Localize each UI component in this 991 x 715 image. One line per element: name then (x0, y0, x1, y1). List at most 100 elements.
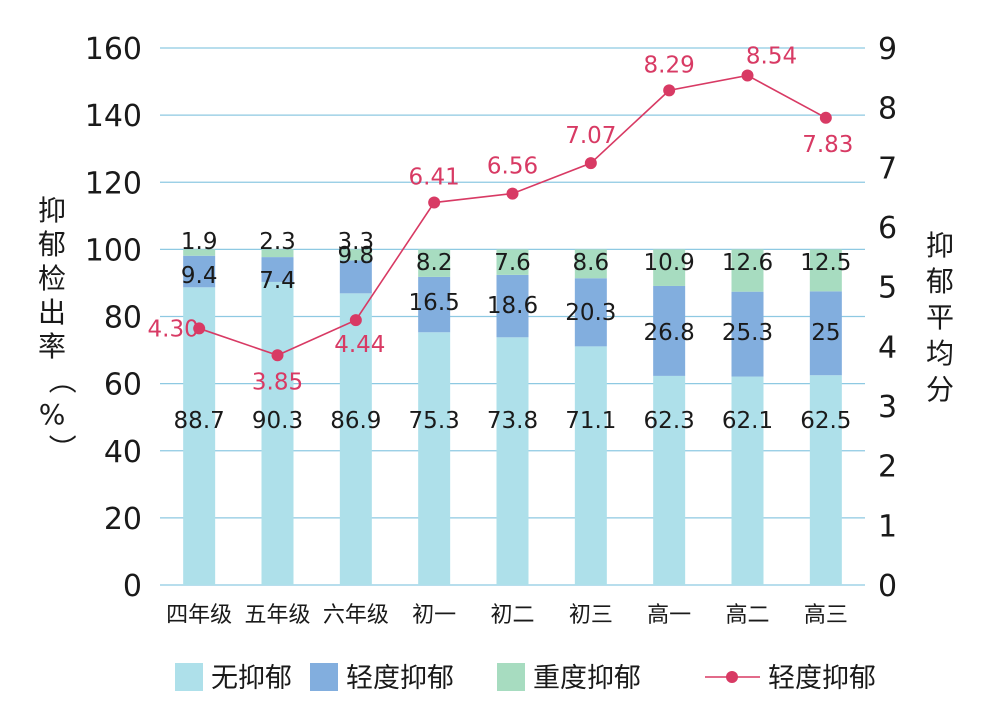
right-tick-label: 9 (878, 32, 897, 67)
category-label: 高二 (725, 603, 769, 628)
bar-label-severe-depression: 12.6 (722, 250, 773, 276)
category-label: 六年级 (323, 603, 389, 628)
y-axis-title-char: 出 (38, 296, 66, 329)
y-axis-title-char: 检 (38, 262, 66, 295)
score-point-label: 7.83 (802, 132, 853, 158)
left-tick-label: 160 (85, 32, 142, 67)
bar-segment (496, 337, 529, 585)
right-tick-label: 8 (878, 92, 897, 127)
bar-segment (261, 249, 294, 258)
score-point-label: 7.07 (565, 123, 616, 149)
score-point (506, 187, 519, 200)
category-label: 高一 (647, 603, 691, 628)
bar-label-mild-depression: 16.5 (409, 290, 460, 316)
bar-segment (653, 249, 686, 286)
legend-marker (726, 671, 738, 683)
bar-label-no-depression: 62.3 (644, 408, 695, 434)
score-point-label: 4.44 (334, 332, 385, 358)
bar-label-no-depression: 86.9 (330, 408, 381, 434)
bar-segment (653, 375, 686, 585)
category-label: 初二 (490, 603, 534, 628)
legend-swatch (497, 663, 525, 691)
left-tick-label: 100 (85, 233, 142, 268)
score-point (193, 322, 206, 335)
score-point (663, 84, 676, 97)
legend-label: 重度抑郁 (533, 663, 641, 694)
y-axis-title-char: % (39, 398, 66, 431)
bar-segment (496, 274, 529, 338)
bar-segment (574, 249, 607, 279)
stacked-bars (183, 249, 842, 585)
left-axis-ticks: 0 20 40 60 80 100 120 140 160 (85, 32, 142, 604)
bar-segment (418, 276, 451, 333)
bar-segment (574, 346, 607, 585)
bar-segment (261, 257, 294, 282)
bar-label-severe-depression: 3.3 (338, 229, 375, 255)
legend-swatch (175, 663, 203, 691)
right-tick-label: 1 (878, 509, 897, 544)
right-tick-label: 5 (878, 271, 897, 306)
bar-label-no-depression: 88.7 (174, 408, 225, 434)
bar-segment (183, 249, 216, 256)
bar-label-no-depression: 71.1 (565, 408, 616, 434)
left-tick-label: 20 (104, 502, 142, 537)
bar-label-severe-depression: 8.6 (573, 250, 610, 276)
bar-label-severe-depression: 8.2 (416, 250, 453, 276)
bar-segment (339, 293, 372, 585)
bar-segment (574, 278, 607, 347)
bar-label-mild-depression: 9.8 (338, 243, 375, 269)
y2-axis-title-char: 均 (926, 337, 954, 370)
bar-label-no-depression: 90.3 (252, 408, 303, 434)
bar-segment (339, 249, 372, 261)
bar-segment (809, 375, 842, 585)
right-tick-label: 0 (878, 569, 897, 604)
right-tick-label: 6 (878, 211, 897, 246)
bar-label-severe-depression: 12.5 (800, 250, 851, 276)
y2-axis-title-char: 分 (926, 373, 954, 406)
bar-label-no-depression: 75.3 (409, 408, 460, 434)
score-point-label: 3.85 (252, 369, 303, 395)
legend-label: 轻度抑郁 (768, 663, 876, 694)
bar-segment (731, 249, 764, 292)
score-point (271, 349, 284, 362)
category-label: 高三 (804, 603, 848, 628)
bar-segment (261, 281, 294, 585)
bar-label-no-depression: 62.1 (722, 408, 773, 434)
y-axis-title-char: （ (45, 366, 78, 394)
score-point (741, 69, 754, 82)
bar-segment (183, 287, 216, 585)
left-tick-label: 40 (104, 435, 142, 470)
score-point-label: 4.30 (148, 316, 199, 342)
y-axis-title-char: 率 (38, 330, 66, 363)
right-tick-label: 3 (878, 390, 897, 425)
y-axis-title-char: ） (45, 434, 78, 462)
left-tick-label: 0 (123, 569, 142, 604)
bar-label-severe-depression: 10.9 (644, 250, 695, 276)
bar-segment (496, 249, 529, 275)
bar-data-labels: 88.7 9.4 1.9 90.3 7.4 2.3 86.9 9.83.3 75.3 16.5 8.… (174, 229, 852, 434)
category-labels: 四年级 五年级 六年级 初一 初二 初三 高一 高二 高三 (166, 603, 848, 628)
bar-label-mild-depression: 25 (811, 320, 840, 346)
category-label: 五年级 (244, 603, 310, 628)
bar-label-mild-depression: 26.8 (644, 320, 695, 346)
right-tick-label: 7 (878, 151, 897, 186)
bar-label-no-depression: 73.8 (487, 408, 538, 434)
left-tick-label: 120 (85, 166, 142, 201)
bar-segment (183, 255, 216, 288)
score-point-label: 8.54 (746, 43, 797, 69)
score-point-label: 6.41 (409, 165, 460, 191)
bar-segment (731, 291, 764, 377)
score-point-label: 6.56 (487, 154, 538, 180)
bar-label-mild-depression: 25.3 (722, 320, 773, 346)
score-point (584, 157, 597, 170)
category-label: 初一 (412, 603, 456, 628)
y2-axis-title-char: 抑 (926, 229, 954, 262)
bar-label-mild-depression: 9.4 (181, 263, 218, 289)
legend-label: 无抑郁 (211, 663, 292, 694)
right-tick-label: 4 (878, 330, 897, 365)
bar-segment (809, 249, 842, 292)
bar-segment (339, 260, 372, 294)
left-tick-label: 80 (104, 301, 142, 336)
legend-label: 轻度抑郁 (346, 663, 454, 694)
